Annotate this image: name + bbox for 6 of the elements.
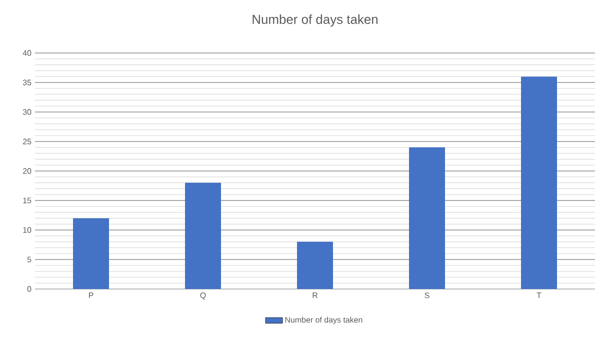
bar (521, 76, 558, 289)
chart-title: Number of days taken (252, 14, 378, 26)
bar (297, 242, 334, 289)
bar (409, 147, 446, 289)
bar (73, 218, 110, 289)
bar (185, 182, 222, 289)
